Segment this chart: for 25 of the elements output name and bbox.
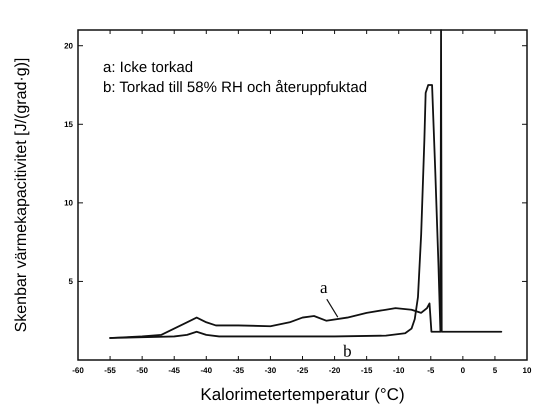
x-tick-label: -5	[427, 366, 435, 375]
x-tick-label: -30	[264, 366, 277, 375]
x-tick-label: -50	[136, 366, 148, 375]
annotation: b: Torkad till 58% RH och återuppfuktad	[103, 79, 368, 96]
x-tick-label: -35	[232, 366, 245, 375]
x-tick-label: -10	[392, 366, 406, 375]
annotation: a	[320, 278, 328, 298]
x-tick-label: -20	[328, 366, 341, 375]
x-tick-label: 10	[522, 366, 532, 375]
annotation: b	[343, 341, 352, 360]
annotation: a: Icke torkad	[103, 59, 194, 76]
x-tick-label: 5	[492, 366, 498, 375]
x-axis-title: Kalorimetertemperatur (°C)	[200, 385, 405, 404]
y-tick-label: 10	[64, 198, 74, 208]
x-tick-label: -60	[72, 366, 84, 375]
y-axis-title: Skenbar värmekapacitivitet [J/(grad·g)]	[13, 58, 30, 332]
x-tick-label: -45	[168, 366, 181, 375]
x-tick-label: -15	[360, 366, 373, 375]
x-tick-label: -25	[296, 366, 309, 375]
x-tick-label: -40	[200, 366, 213, 375]
y-tick-label: 15	[64, 120, 74, 130]
y-tick-label: 20	[64, 42, 74, 51]
y-tick-label: 5	[68, 277, 74, 286]
x-tick-label: 0	[460, 366, 466, 375]
x-tick-label: -55	[104, 366, 116, 375]
